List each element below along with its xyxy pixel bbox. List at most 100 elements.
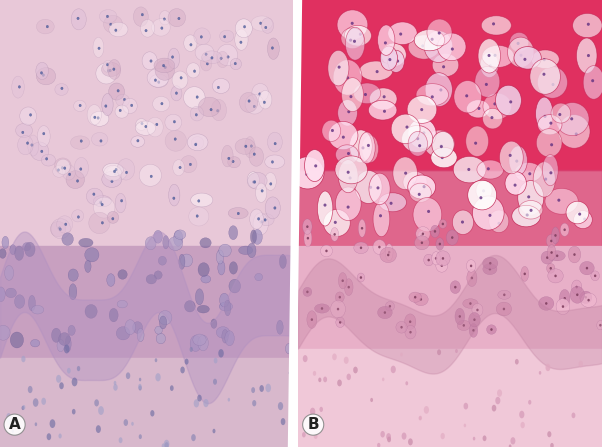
Ellipse shape	[113, 68, 115, 71]
Ellipse shape	[235, 29, 248, 50]
Ellipse shape	[306, 237, 309, 240]
Ellipse shape	[222, 329, 228, 343]
Ellipse shape	[28, 295, 36, 311]
Ellipse shape	[377, 25, 395, 55]
Ellipse shape	[42, 74, 45, 76]
Ellipse shape	[217, 51, 228, 68]
Ellipse shape	[0, 249, 6, 258]
Circle shape	[7, 419, 11, 425]
Circle shape	[386, 433, 391, 440]
Ellipse shape	[109, 83, 125, 100]
Ellipse shape	[533, 162, 555, 197]
Ellipse shape	[514, 46, 541, 69]
Ellipse shape	[225, 331, 234, 346]
Ellipse shape	[503, 308, 505, 310]
Ellipse shape	[225, 300, 231, 316]
Ellipse shape	[509, 33, 529, 52]
Circle shape	[49, 419, 55, 428]
Ellipse shape	[559, 115, 590, 148]
Ellipse shape	[440, 145, 443, 148]
Ellipse shape	[575, 132, 578, 135]
Circle shape	[539, 371, 541, 375]
Circle shape	[441, 433, 445, 439]
Ellipse shape	[222, 145, 233, 167]
Ellipse shape	[99, 201, 102, 203]
Ellipse shape	[330, 300, 346, 318]
Ellipse shape	[88, 212, 110, 234]
Ellipse shape	[198, 335, 208, 351]
Circle shape	[197, 395, 202, 401]
Ellipse shape	[415, 236, 429, 250]
Ellipse shape	[311, 318, 313, 321]
Ellipse shape	[346, 76, 349, 80]
Ellipse shape	[425, 73, 452, 106]
Ellipse shape	[291, 157, 324, 189]
Circle shape	[155, 373, 161, 381]
Ellipse shape	[179, 254, 185, 270]
Ellipse shape	[179, 166, 181, 169]
Ellipse shape	[193, 70, 196, 72]
Ellipse shape	[334, 233, 336, 236]
Ellipse shape	[354, 242, 368, 253]
Ellipse shape	[322, 120, 341, 141]
Circle shape	[464, 403, 468, 409]
Ellipse shape	[347, 206, 350, 209]
Ellipse shape	[520, 54, 523, 57]
Ellipse shape	[335, 187, 361, 220]
Ellipse shape	[545, 302, 547, 305]
Circle shape	[252, 400, 256, 406]
Ellipse shape	[53, 165, 65, 177]
Ellipse shape	[455, 308, 465, 325]
Ellipse shape	[5, 266, 14, 280]
Ellipse shape	[550, 122, 553, 125]
Ellipse shape	[557, 198, 560, 202]
Circle shape	[332, 354, 337, 360]
Ellipse shape	[116, 94, 129, 106]
Ellipse shape	[220, 293, 229, 307]
Ellipse shape	[97, 117, 99, 119]
Ellipse shape	[480, 52, 498, 77]
Ellipse shape	[58, 227, 61, 229]
Ellipse shape	[486, 325, 497, 334]
Circle shape	[67, 368, 70, 374]
Ellipse shape	[187, 63, 200, 78]
Ellipse shape	[376, 70, 379, 73]
Ellipse shape	[198, 97, 220, 117]
Ellipse shape	[583, 218, 586, 221]
Ellipse shape	[337, 308, 340, 310]
Ellipse shape	[477, 160, 504, 179]
Ellipse shape	[442, 257, 444, 260]
Circle shape	[72, 378, 78, 386]
Ellipse shape	[393, 157, 417, 190]
Ellipse shape	[110, 23, 112, 26]
Ellipse shape	[77, 215, 79, 218]
Ellipse shape	[104, 165, 122, 181]
Ellipse shape	[211, 319, 217, 329]
Ellipse shape	[61, 87, 63, 90]
Ellipse shape	[255, 183, 267, 202]
Ellipse shape	[497, 222, 500, 225]
Ellipse shape	[338, 296, 341, 299]
Ellipse shape	[93, 193, 95, 195]
Circle shape	[337, 380, 342, 386]
Ellipse shape	[253, 105, 255, 108]
Ellipse shape	[196, 215, 198, 217]
Ellipse shape	[349, 95, 353, 98]
Ellipse shape	[546, 234, 556, 248]
Ellipse shape	[550, 267, 552, 270]
Ellipse shape	[554, 234, 557, 237]
Ellipse shape	[421, 44, 424, 47]
Circle shape	[464, 424, 466, 427]
Ellipse shape	[93, 37, 104, 58]
Ellipse shape	[137, 329, 144, 342]
Ellipse shape	[541, 251, 553, 264]
Circle shape	[265, 384, 271, 392]
Ellipse shape	[22, 131, 24, 134]
Ellipse shape	[462, 324, 465, 327]
Ellipse shape	[412, 181, 415, 185]
Ellipse shape	[200, 238, 211, 248]
Ellipse shape	[440, 144, 443, 148]
Ellipse shape	[107, 165, 127, 181]
Circle shape	[21, 356, 25, 362]
Ellipse shape	[408, 118, 436, 149]
